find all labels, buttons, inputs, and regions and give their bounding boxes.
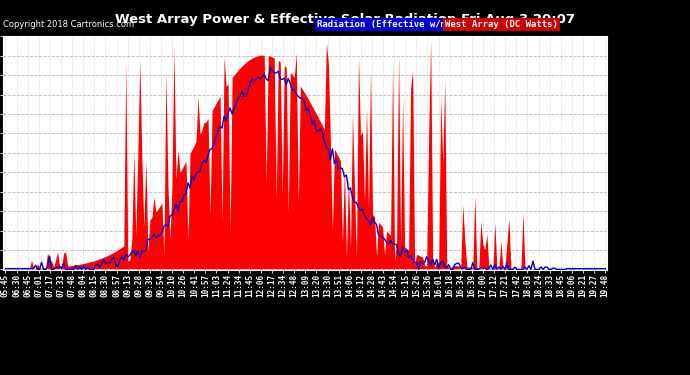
Text: Copyright 2018 Cartronics.com: Copyright 2018 Cartronics.com	[3, 20, 135, 29]
Text: West Array (DC Watts): West Array (DC Watts)	[445, 20, 558, 29]
Text: West Array Power & Effective Solar Radiation Fri Aug 3 20:07: West Array Power & Effective Solar Radia…	[115, 13, 575, 26]
Text: Radiation (Effective w/m2): Radiation (Effective w/m2)	[317, 20, 457, 29]
